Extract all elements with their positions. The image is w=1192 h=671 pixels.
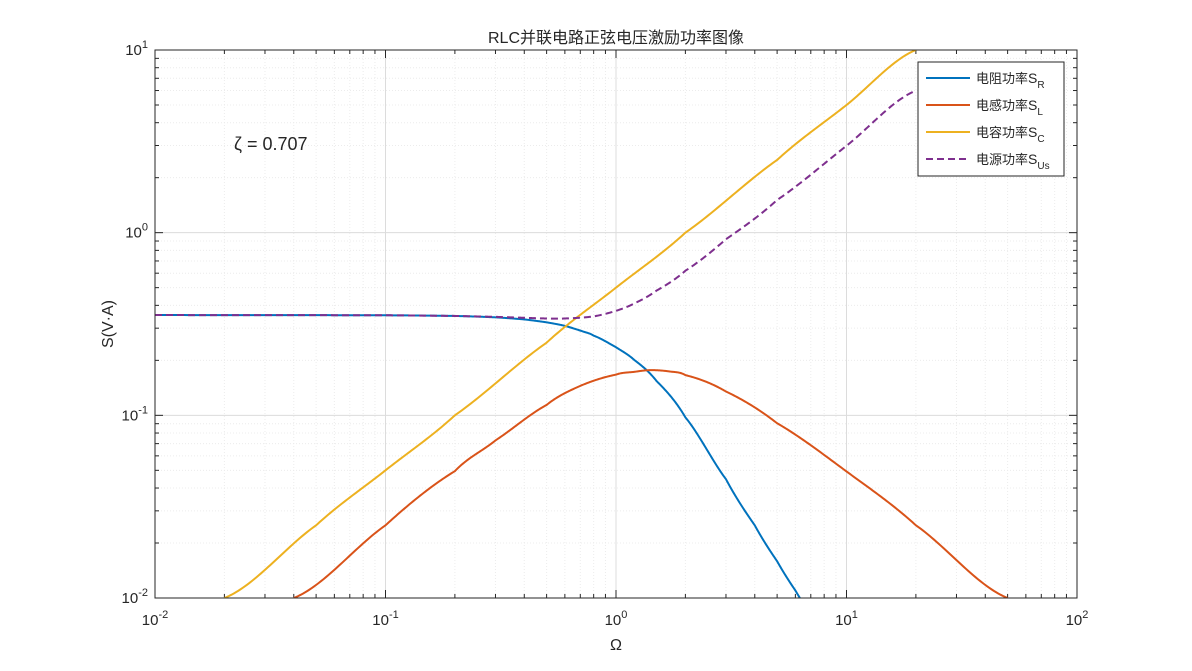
x-tick-label: 100 xyxy=(605,609,628,629)
legend-entry-label: 电容功率SC xyxy=(976,124,1045,145)
legend-entry-label: 电源功率SUs xyxy=(976,151,1050,172)
tick-base: 10 xyxy=(1066,612,1083,629)
chart-title: RLC并联电路正弦电压激励功率图像 xyxy=(488,29,744,47)
minor-grid xyxy=(155,50,1077,598)
legend-label-subscript: Us xyxy=(1037,161,1049,172)
legend-label-symbol: S xyxy=(1028,70,1037,86)
series-line-l xyxy=(293,369,1008,598)
tick-base: 10 xyxy=(835,612,852,629)
legend-label-text: 电容功率 xyxy=(976,125,1028,140)
tick-exponent: -2 xyxy=(138,587,148,599)
tick-base: 10 xyxy=(372,612,389,629)
legend-entry-label: 电阻功率SR xyxy=(976,70,1045,91)
legend-label-text: 电感功率 xyxy=(976,98,1028,113)
tick-exponent: 1 xyxy=(852,609,858,621)
tick-exponent: 1 xyxy=(142,39,148,51)
x-tick-label: 10-2 xyxy=(142,609,168,629)
tick-exponent: -1 xyxy=(389,609,399,621)
tick-base: 10 xyxy=(125,42,142,59)
legend-label-subscript: L xyxy=(1037,107,1043,118)
legend-box xyxy=(917,61,1065,177)
legend-label-text: 电源功率 xyxy=(976,152,1028,167)
legend-label-subscript: R xyxy=(1037,80,1044,91)
y-tick-label: 100 xyxy=(125,222,148,242)
legend-label-text: 电阻功率 xyxy=(976,71,1028,86)
tick-base: 10 xyxy=(605,612,622,629)
tick-base: 10 xyxy=(122,590,139,607)
y-tick-label: 10-2 xyxy=(122,587,148,607)
tick-exponent: 0 xyxy=(621,609,627,621)
tick-base: 10 xyxy=(122,407,139,424)
y-tick-label: 10-1 xyxy=(122,404,148,424)
zeta-annotation: ζ = 0.707 xyxy=(234,134,308,154)
legend-label-symbol: S xyxy=(1028,124,1037,140)
y-axis-label: S(V·A) xyxy=(100,300,117,348)
legend-label-subscript: C xyxy=(1037,134,1044,145)
plot-frame xyxy=(154,49,1078,599)
legend-label-symbol: S xyxy=(1028,151,1037,167)
tick-exponent: -1 xyxy=(138,404,148,416)
tick-exponent: 2 xyxy=(1082,609,1088,621)
legend-label-symbol: S xyxy=(1028,97,1037,113)
tick-exponent: 0 xyxy=(142,222,148,234)
x-tick-label: 102 xyxy=(1066,609,1089,629)
x-tick-label: 10-1 xyxy=(372,609,398,629)
tick-base: 10 xyxy=(142,612,159,629)
tick-base: 10 xyxy=(125,225,142,242)
legend-entry-label: 电感功率SL xyxy=(976,97,1043,118)
series-line-c xyxy=(224,50,917,598)
y-tick-label: 101 xyxy=(125,39,148,59)
x-axis-label: Ω xyxy=(610,637,622,654)
series-layer xyxy=(155,50,1008,598)
series-line-us xyxy=(155,89,917,320)
series-line-r xyxy=(155,314,802,598)
axis-ticks xyxy=(154,49,1078,599)
tick-exponent: -2 xyxy=(158,609,168,621)
x-tick-label: 101 xyxy=(835,609,858,629)
